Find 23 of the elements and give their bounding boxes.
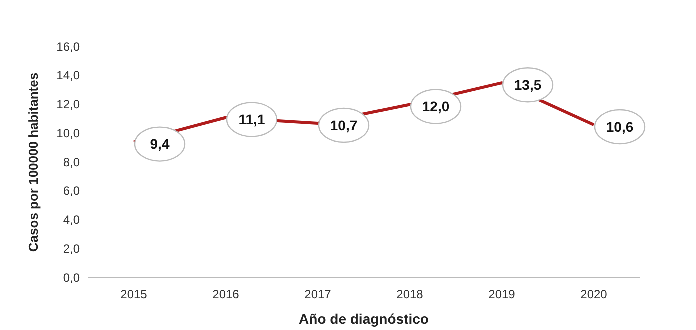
x-tick-label: 2018 [396, 288, 424, 302]
y-tick-label: 2,0 [63, 242, 80, 256]
y-tick-label: 0,0 [63, 270, 80, 285]
x-tick-label: 2020 [580, 288, 608, 302]
x-tick-label: 2019 [488, 288, 516, 302]
text: 9,4 [150, 136, 170, 152]
text: 13,5 [514, 76, 542, 93]
y-tick-label: 10,0 [56, 126, 80, 140]
x-tick-label: 2017 [304, 288, 332, 302]
text: 10,7 [330, 117, 358, 134]
y-tick-label: 6,0 [63, 184, 80, 198]
y-tick-label: 12,0 [56, 98, 80, 112]
y-tick-label: 16,0 [56, 40, 80, 54]
x-tick-label: 2016 [212, 288, 240, 302]
x-tick-label: 2015 [120, 288, 148, 302]
y-axis-title: Casos por 100000 habitantes [26, 72, 41, 252]
text: 12,0 [422, 98, 450, 115]
text: 10,6 [606, 118, 634, 135]
x-axis-title: Año de diagnóstico [299, 311, 429, 327]
text: 11,1 [238, 112, 266, 128]
y-tick-label: 14,0 [56, 68, 80, 83]
y-tick-label: 8,0 [63, 155, 80, 170]
y-tick-label: 4,0 [63, 213, 80, 228]
